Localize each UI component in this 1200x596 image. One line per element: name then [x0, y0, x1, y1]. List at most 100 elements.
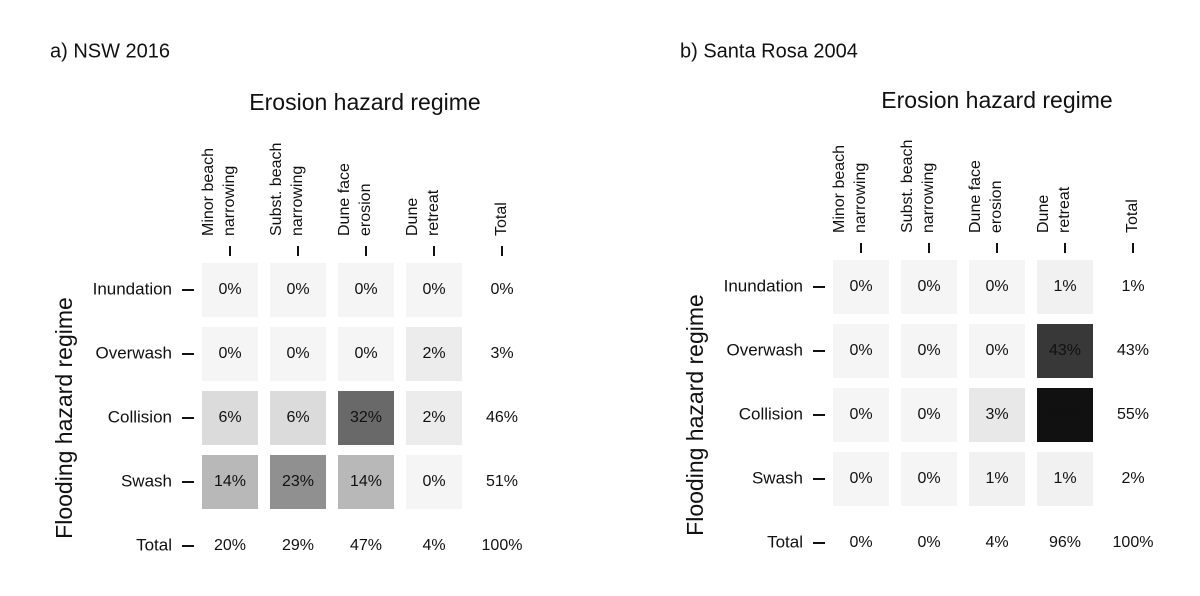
row-total-label: 0%: [490, 281, 513, 298]
column-total-label: 47%: [350, 537, 382, 554]
cell-value-label: 0%: [917, 406, 940, 423]
row-label: Inundation: [724, 276, 803, 295]
cell-value-label: 14%: [214, 473, 246, 490]
cell-value-label: 0%: [849, 342, 872, 359]
heatmap-cell: [406, 263, 462, 317]
column-label: erosion: [357, 184, 374, 236]
row-total-label: 43%: [1117, 342, 1149, 359]
row-total-label: 55%: [1117, 406, 1149, 423]
heatmap-cell: [338, 391, 394, 445]
row-label: Overwash: [95, 343, 172, 362]
row-total-label: 1%: [1121, 278, 1144, 295]
column-label: narrowing: [289, 166, 306, 236]
column-label: Subst. beach: [268, 143, 285, 236]
heatmap-cell: [833, 388, 889, 442]
column-total-label: 20%: [214, 537, 246, 554]
column-label: Subst. beach: [899, 140, 916, 233]
column-total-label: 0%: [849, 534, 872, 551]
heatmap-cell: [338, 263, 394, 317]
cell-value-label: 0%: [917, 278, 940, 295]
cell-value-label: 0%: [917, 342, 940, 359]
cell-value-label: 43%: [1049, 342, 1081, 359]
y-axis-label: Flooding hazard regime: [682, 294, 708, 536]
row-label: Total: [136, 535, 172, 554]
heatmap-cell: [406, 327, 462, 381]
panel-label: b) Santa Rosa 2004: [680, 40, 858, 62]
heatmap-cell: [202, 263, 258, 317]
heatmap-cell: [270, 263, 326, 317]
column-label: narrowing: [221, 166, 238, 236]
column-total-label: 4%: [422, 537, 445, 554]
cell-value-label: 0%: [985, 278, 1008, 295]
cell-value-label: 0%: [422, 281, 445, 298]
heatmap-cell: [270, 455, 326, 509]
cell-value-label: 2%: [422, 345, 445, 362]
heatmap-cell: [202, 455, 258, 509]
grand-total-label: 100%: [482, 537, 523, 554]
heatmap-cell: [833, 452, 889, 506]
heatmap-cell: [901, 452, 957, 506]
cell-value-label: 1%: [1053, 470, 1076, 487]
heatmap-cell: [270, 391, 326, 445]
cell-value-label: 2%: [422, 409, 445, 426]
y-axis-label: Flooding hazard regime: [51, 297, 77, 539]
cell-value-label: 0%: [917, 470, 940, 487]
cell-value-label: 3%: [985, 406, 1008, 423]
cell-value-label: 6%: [218, 409, 241, 426]
column-total-label: 4%: [985, 534, 1008, 551]
cell-value-label: 0%: [218, 281, 241, 298]
row-label: Swash: [752, 468, 803, 487]
panel-label: a) NSW 2016: [50, 40, 170, 62]
column-label: narrowing: [852, 163, 869, 233]
cell-value-label: 0%: [354, 281, 377, 298]
heatmap-cell: [338, 455, 394, 509]
cell-value-label: 1%: [1053, 278, 1076, 295]
cell-value-label: 32%: [350, 409, 382, 426]
column-label: Total: [493, 202, 510, 236]
column-label: narrowing: [920, 163, 937, 233]
column-label: erosion: [988, 181, 1005, 233]
cell-value-label: 0%: [849, 470, 872, 487]
cell-value-label: 0%: [422, 473, 445, 490]
heatmap-cell: [901, 324, 957, 378]
row-label: Swash: [121, 471, 172, 490]
heatmap-cell: [338, 327, 394, 381]
row-total-label: 2%: [1121, 470, 1144, 487]
heatmap-cell: [969, 324, 1025, 378]
heatmap-cell: [969, 260, 1025, 314]
grand-total-label: 100%: [1113, 534, 1154, 551]
cell-value-label: 52%: [1049, 406, 1081, 423]
heatmap-cell: [1037, 388, 1093, 442]
heatmap-cell: [969, 452, 1025, 506]
column-label: Dune: [404, 198, 421, 236]
row-total-label: 51%: [486, 473, 518, 490]
column-label: Minor beach: [831, 145, 848, 233]
cell-value-label: 23%: [282, 473, 314, 490]
heatmap-cell: [406, 391, 462, 445]
column-label: retreat: [1056, 186, 1073, 233]
cell-value-label: 14%: [350, 473, 382, 490]
heatmap-cell: [833, 324, 889, 378]
column-label: Total: [1124, 199, 1141, 233]
heatmap-cell: [833, 260, 889, 314]
heatmap-cell: [1037, 452, 1093, 506]
row-label: Inundation: [93, 279, 172, 298]
cell-value-label: 0%: [849, 278, 872, 295]
chart-title: Erosion hazard regime: [881, 87, 1112, 113]
column-total-label: 96%: [1049, 534, 1081, 551]
cell-value-label: 0%: [286, 345, 309, 362]
heatmap-cell: [270, 327, 326, 381]
cell-value-label: 0%: [354, 345, 377, 362]
heatmap-cell: [1037, 260, 1093, 314]
column-label: Dune: [1035, 195, 1052, 233]
cell-value-label: 0%: [849, 406, 872, 423]
cell-value-label: 0%: [985, 342, 1008, 359]
heatmap-cell: [901, 260, 957, 314]
heatmap-cell: [1037, 324, 1093, 378]
heatmap-cell: [901, 388, 957, 442]
heatmap-cell: [406, 455, 462, 509]
row-label: Collision: [108, 407, 172, 426]
heatmap-cell: [202, 391, 258, 445]
column-total-label: 29%: [282, 537, 314, 554]
